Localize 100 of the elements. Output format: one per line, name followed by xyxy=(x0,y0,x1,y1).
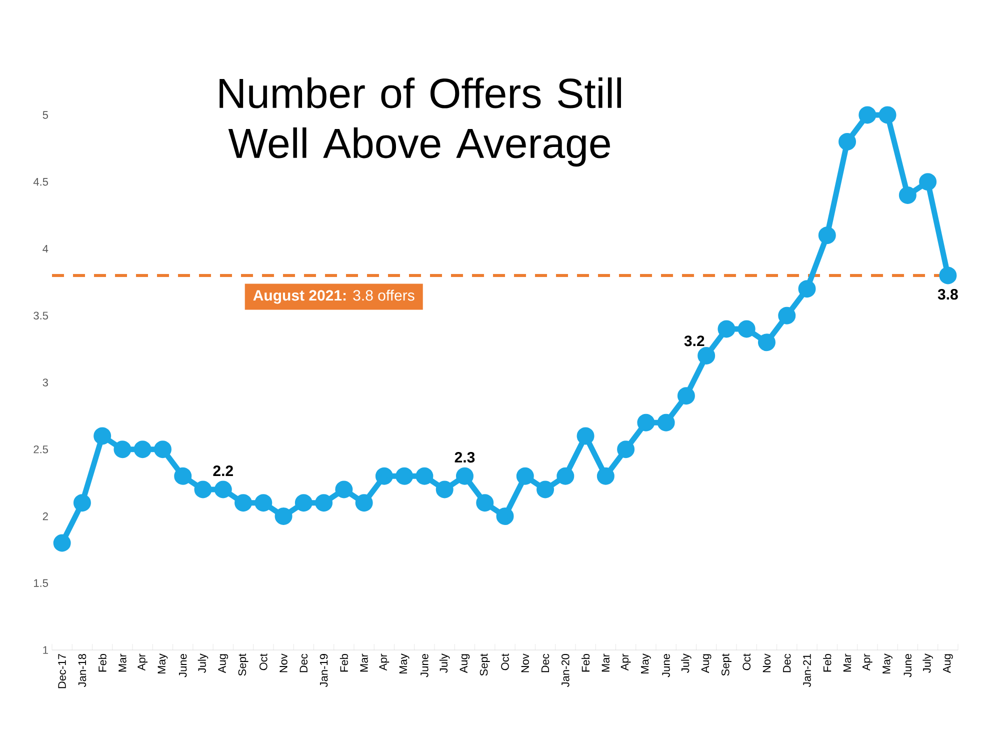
point xyxy=(134,440,152,458)
x-tick-label: Apr xyxy=(379,654,390,671)
x-tick-label: July xyxy=(439,654,450,673)
x-tick-label: June xyxy=(420,654,428,678)
point xyxy=(315,494,333,512)
y-tick-label: 2.5 xyxy=(34,445,48,454)
ref-line-label: August 2021: 3.8 offers xyxy=(253,290,414,304)
x-tick-label: Dec xyxy=(783,654,791,672)
point xyxy=(375,467,393,485)
x-tick-label: Sept xyxy=(722,654,732,676)
point xyxy=(254,494,272,512)
x-tick-label: Aug xyxy=(460,654,470,674)
x-tick-label: Feb xyxy=(823,654,832,672)
point xyxy=(858,106,876,124)
x-tick-label: Feb xyxy=(582,654,590,672)
point xyxy=(698,346,716,364)
x-tick-label: Oct xyxy=(742,654,751,670)
y-tick-label: 4.5 xyxy=(33,178,48,186)
x-tick-label: July xyxy=(681,654,692,673)
x-tick-label: Mar xyxy=(360,654,368,672)
x-tick-label: Jan-19 xyxy=(320,654,328,687)
point xyxy=(396,467,414,485)
x-tick-label: May xyxy=(641,654,651,674)
x-tick-label: July xyxy=(922,654,933,673)
point xyxy=(798,280,816,298)
x-tick-label: Oct xyxy=(501,654,509,670)
point xyxy=(355,494,373,512)
x-tick-label: Nov xyxy=(280,654,288,672)
x-tick-label: Dec-17 xyxy=(58,654,66,688)
x-tick-label: Dec xyxy=(300,654,308,672)
x-tick-label: Aug xyxy=(701,654,712,674)
data-label: 2.2 xyxy=(213,465,233,476)
x-tick-label: Nov xyxy=(521,654,529,672)
point xyxy=(154,440,172,458)
x-tick-label: May xyxy=(882,654,892,674)
x-tick-label: Feb xyxy=(98,654,106,672)
point xyxy=(576,427,594,445)
y-tick-label: 3.5 xyxy=(34,312,48,320)
y-tick-label: 1 xyxy=(43,646,48,654)
point xyxy=(476,494,494,512)
point xyxy=(194,480,212,498)
y-tick-label: 4 xyxy=(42,244,48,253)
point xyxy=(677,387,695,405)
y-tick-label: 2 xyxy=(42,512,48,520)
y-tick-label: 5 xyxy=(42,111,48,119)
point xyxy=(718,320,736,338)
point xyxy=(617,440,635,458)
point xyxy=(939,266,957,284)
point xyxy=(778,306,796,324)
x-tick-label: Aug xyxy=(218,654,228,674)
point xyxy=(335,480,353,498)
y-tick-label: 1.5 xyxy=(34,579,48,587)
x-tick-label: May xyxy=(399,654,410,674)
point xyxy=(657,414,675,432)
x-tick-label: Oct xyxy=(260,654,268,670)
point xyxy=(73,494,91,512)
point xyxy=(294,494,312,512)
point xyxy=(53,534,71,552)
point xyxy=(274,508,292,525)
x-tick-label: Sept xyxy=(480,654,490,676)
point xyxy=(214,480,232,498)
x-tick-label: Jan-18 xyxy=(78,654,86,687)
x-tick-label: Aug xyxy=(943,654,953,674)
x-tick-label: Nov xyxy=(762,654,771,672)
x-tick-label: Apr xyxy=(138,654,148,671)
point xyxy=(919,173,937,191)
x-tick-label: May xyxy=(158,654,168,674)
chart-title: Number of Offers Still Well Above Average xyxy=(220,77,621,167)
point xyxy=(94,427,112,445)
x-tick-label: Sept xyxy=(238,654,248,676)
point xyxy=(596,467,614,485)
data-label: 3.8 xyxy=(938,289,958,300)
point xyxy=(758,334,776,352)
point xyxy=(898,186,916,204)
point xyxy=(536,480,554,498)
x-tick-label: Feb xyxy=(340,654,348,672)
point xyxy=(496,508,514,525)
point xyxy=(114,440,132,458)
point xyxy=(234,494,252,512)
point xyxy=(556,467,574,485)
x-tick-label: Mar xyxy=(118,654,126,672)
point xyxy=(416,467,434,485)
point xyxy=(436,480,454,498)
point xyxy=(818,226,836,244)
point xyxy=(878,106,896,124)
point xyxy=(174,467,192,485)
point xyxy=(637,414,655,432)
y-tick-label: 3 xyxy=(42,378,48,386)
point xyxy=(738,320,756,338)
data-label: 2.3 xyxy=(454,452,475,463)
x-tick-label: Mar xyxy=(843,654,852,672)
x-tick-label: Apr xyxy=(620,654,631,671)
data-label: 3.2 xyxy=(684,336,704,346)
x-tick-label: Jan-21 xyxy=(803,654,811,687)
x-tick-label: June xyxy=(662,654,670,678)
x-tick-label: Apr xyxy=(862,654,872,671)
x-tick-label: July xyxy=(198,654,208,673)
x-tick-label: Dec xyxy=(541,654,550,672)
x-tick-label: Jan-20 xyxy=(562,654,570,687)
x-tick-label: Mar xyxy=(602,654,610,672)
